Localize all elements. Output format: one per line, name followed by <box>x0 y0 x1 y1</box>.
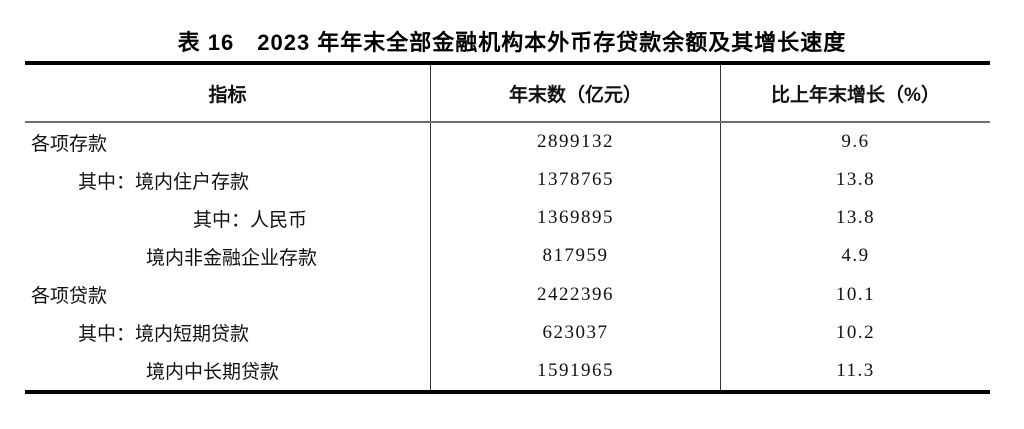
table-header-row: 指标 年末数（亿元） 比上年末增长（%） <box>25 65 990 123</box>
column-header-year-end-amount: 年末数（亿元） <box>430 65 720 121</box>
year-end-value-cell: 1369895 <box>430 199 720 238</box>
column-header-growth-rate: 比上年末增长（%） <box>720 65 990 121</box>
table-body: 各项存款 2899132 9.6 其中：境内住户存款 1378765 13.8 … <box>25 123 990 390</box>
indicator-cell: 境内非金融企业存款 <box>146 247 318 269</box>
year-end-value-cell: 2899132 <box>430 123 720 162</box>
growth-value-cell: 13.8 <box>720 199 990 238</box>
indicator-cell: 其中：境内住户存款 <box>78 171 250 193</box>
table-title: 表 16 2023 年年末全部金融机构本外币存贷款余额及其增长速度 <box>177 30 847 55</box>
growth-value-cell: 4.9 <box>720 237 990 276</box>
indicator-cell: 其中：境内短期贷款 <box>78 324 250 346</box>
table-row: 各项存款 2899132 9.6 <box>25 123 990 162</box>
growth-value-cell: 9.6 <box>720 123 990 162</box>
deposits-loans-table: 指标 年末数（亿元） 比上年末增长（%） 各项存款 2899132 9.6 其中… <box>25 61 990 394</box>
growth-value-cell: 13.8 <box>720 161 990 200</box>
table-row: 其中：境内短期贷款 623037 10.2 <box>25 313 990 352</box>
growth-value-cell: 11.3 <box>720 351 990 390</box>
table-row: 境内非金融企业存款 817959 4.9 <box>25 237 990 276</box>
year-end-value-cell: 1378765 <box>430 161 720 200</box>
indicator-cell: 境内中长期贷款 <box>146 362 280 384</box>
year-end-value-cell: 2422396 <box>430 275 720 314</box>
growth-value-cell: 10.1 <box>720 275 990 314</box>
year-end-value-cell: 1591965 <box>430 351 720 390</box>
table-row: 其中：境内住户存款 1378765 13.8 <box>25 161 990 200</box>
table-row: 境内中长期贷款 1591965 11.3 <box>25 351 990 390</box>
column-header-indicator: 指标 <box>208 84 247 106</box>
year-end-value-cell: 623037 <box>430 313 720 352</box>
table-row: 各项贷款 2422396 10.1 <box>25 275 990 314</box>
table-row: 其中：人民币 1369895 13.8 <box>25 199 990 238</box>
year-end-value-cell: 817959 <box>430 237 720 276</box>
indicator-cell: 其中：人民币 <box>193 209 308 231</box>
growth-value-cell: 10.2 <box>720 313 990 352</box>
indicator-cell: 各项贷款 <box>31 286 108 308</box>
indicator-cell: 各项存款 <box>31 133 108 155</box>
